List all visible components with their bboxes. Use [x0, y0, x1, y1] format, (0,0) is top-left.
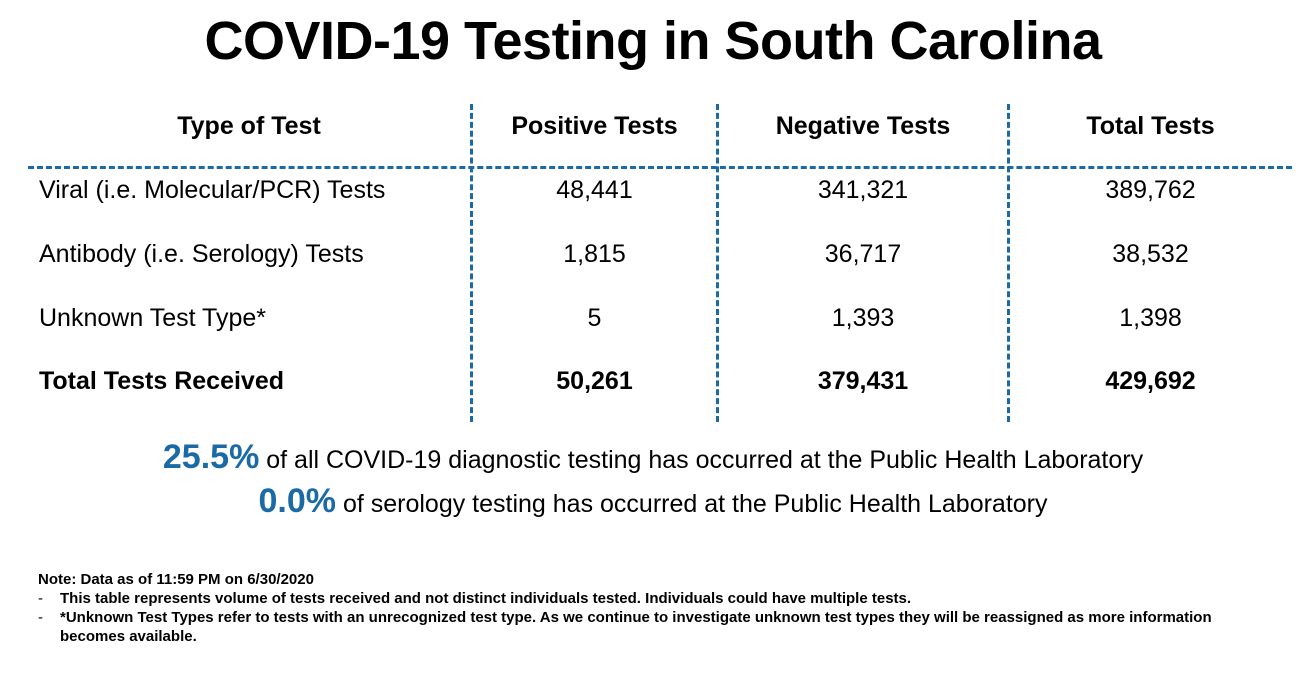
row-type: Viral (i.e. Molecular/PCR) Tests — [39, 176, 386, 204]
header-divider — [28, 166, 1292, 169]
stat-percent: 0.0% — [258, 482, 336, 520]
total-row-label: Total Tests Received — [39, 367, 284, 395]
note-item: - This table represents volume of tests … — [38, 589, 1278, 608]
row-positive: 5 — [587, 304, 602, 332]
note-text: This table represents volume of tests re… — [60, 590, 912, 607]
header-positive-tests: Positive Tests — [511, 112, 678, 140]
column-divider — [716, 104, 719, 422]
row-total: 38,532 — [1112, 240, 1189, 268]
stat-text: of serology testing has occurred at the … — [342, 490, 1048, 518]
note-bullet: - — [38, 590, 43, 607]
header-negative-tests: Negative Tests — [775, 112, 951, 140]
row-negative: 36,717 — [824, 240, 902, 268]
row-total: 389,762 — [1105, 176, 1196, 204]
row-total: 1,398 — [1119, 304, 1182, 332]
column-divider — [470, 104, 473, 422]
row-type: Unknown Test Type* — [39, 304, 266, 332]
stat-line-diagnostic: 25.5% of all COVID-19 diagnostic testing… — [0, 438, 1306, 477]
testing-table: Type of Test Positive Tests Negative Tes… — [28, 104, 1292, 424]
stat-text: of all COVID-19 diagnostic testing has o… — [266, 446, 1144, 474]
notes: Note: Data as of 11:59 PM on 6/30/2020 -… — [38, 570, 1278, 646]
stat-percent: 25.5% — [162, 438, 260, 476]
page-title: COVID-19 Testing in South Carolina — [204, 11, 1102, 71]
header-total-tests: Total Tests — [1086, 112, 1215, 140]
row-positive: 48,441 — [556, 176, 633, 204]
stat-line-serology: 0.0% of serology testing has occurred at… — [0, 482, 1306, 521]
total-total: 429,692 — [1105, 367, 1196, 395]
note-item: - *Unknown Test Types refer to tests wit… — [38, 608, 1278, 646]
header-type-of-test: Type of Test — [177, 112, 321, 140]
column-divider — [1007, 104, 1010, 422]
notes-heading: Note: Data as of 11:59 PM on 6/30/2020 — [38, 571, 314, 588]
note-bullet: - — [38, 609, 43, 626]
total-negative: 379,431 — [817, 367, 909, 395]
row-positive: 1,815 — [563, 240, 626, 268]
note-text: *Unknown Test Types refer to tests with … — [60, 609, 1212, 645]
total-positive: 50,261 — [556, 367, 633, 395]
row-type: Antibody (i.e. Serology) Tests — [39, 240, 364, 268]
row-negative: 1,393 — [831, 304, 895, 332]
row-negative: 341,321 — [817, 176, 909, 204]
